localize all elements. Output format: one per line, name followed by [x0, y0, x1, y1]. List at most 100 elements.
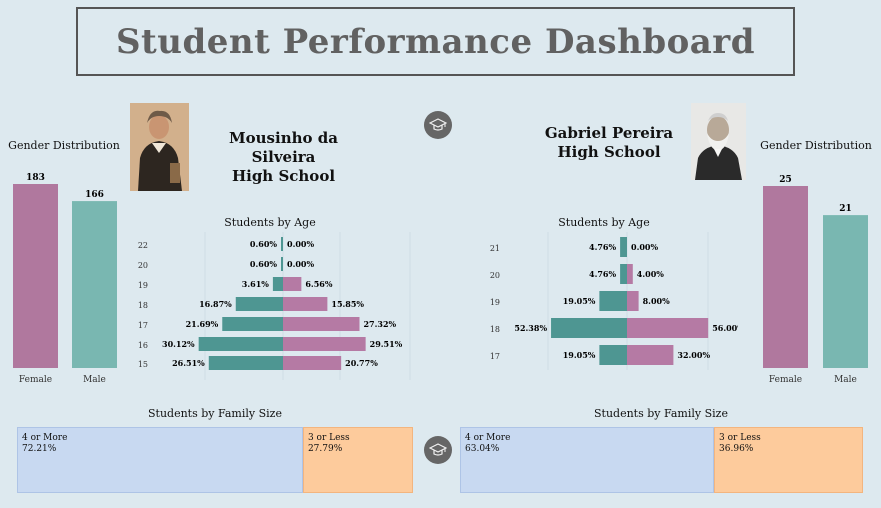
age-left-pct-male: 0.60% [250, 239, 277, 249]
gender-right-value-label: 25 [779, 175, 792, 185]
school-name-right-line2: High School [557, 143, 661, 161]
age-left-bar-female-17 [283, 317, 360, 331]
age-right-age-label: 17 [490, 352, 500, 361]
age-right-pct-male: 4.76% [589, 242, 616, 252]
gender-left-category-label: Female [19, 375, 52, 385]
gender-left-value-label: 183 [26, 173, 45, 183]
age-left-pct-female: 15.85% [331, 299, 364, 309]
age-right-pct-female: 8.00% [643, 296, 670, 306]
gender-left-bar-female [13, 184, 58, 368]
gender-right-category-label: Male [834, 375, 857, 385]
age-left-pct-male: 3.61% [242, 279, 269, 289]
age-left-bar-male-20 [281, 257, 283, 271]
age-right-pct-male: 52.38% [514, 323, 547, 333]
age-right-pct-male: 19.05% [563, 296, 596, 306]
gender-right-bar-male [823, 215, 868, 368]
age-left-bar-male-22 [281, 237, 283, 251]
title-box: Student Performance Dashboard [76, 7, 795, 76]
age-right-bar-male-18 [551, 318, 627, 338]
gender-chart-left: 183 Female 166 Male [13, 173, 117, 385]
age-right-age-label: 20 [490, 271, 500, 280]
age-right-pct-female: 0.00% [631, 242, 658, 252]
family-right-segment-value: 63.04% [465, 444, 500, 454]
family-title-left: Students by Family Size [148, 407, 282, 420]
age-chart-right: 21 4.76% 0.00% 20 4.76% 4.00% 19 19.05% 8.00% 18 5… [490, 232, 738, 370]
age-left-bar-male-19 [272, 277, 283, 291]
age-right-age-label: 19 [490, 298, 500, 307]
family-right-segment-label: 3 or Less [719, 433, 761, 443]
age-right-bar-female-19 [627, 291, 639, 311]
family-left-segment-small: 3 or Less 27.79% [302, 427, 413, 493]
age-left-bar-male-17 [222, 317, 283, 331]
age-right-pct-male: 19.05% [563, 350, 596, 360]
family-left-segment-value: 72.21% [22, 444, 57, 454]
age-left-pct-female: 6.56% [305, 279, 332, 289]
gender-left-value-label: 166 [85, 190, 104, 200]
age-left-bar-male-15 [208, 356, 283, 370]
age-left-pct-female: 0.00% [287, 259, 314, 269]
gender-chart-right: 25 Female 21 Male [763, 175, 868, 385]
family-left-segment-large: 4 or More 72.21% [17, 427, 303, 493]
portrait-gabriel-image [691, 103, 746, 180]
gender-right-value-label: 21 [839, 204, 852, 214]
family-left-segment-label: 4 or More [22, 433, 68, 443]
age-right-bar-male-17 [599, 345, 627, 365]
age-right-age-label: 18 [490, 325, 500, 334]
age-right-pct-female: 32.00% [677, 350, 710, 360]
age-left-bar-female-15 [283, 356, 342, 370]
family-right-segment-value: 36.96% [719, 444, 754, 454]
age-left-bar-male-18 [235, 297, 283, 311]
gender-left-bar-male [72, 201, 117, 368]
age-right-pct-female: 4.00% [637, 269, 664, 279]
age-chart-left: 22 0.60% 0.00% 20 0.60% 0.00% 19 3.61% 6.56% 18 16… [138, 232, 411, 380]
family-right-segment-large: 4 or More 63.04% [460, 427, 715, 493]
age-title-left: Students by Age [224, 216, 316, 229]
age-left-pct-male: 26.51% [172, 358, 205, 368]
age-right-pct-female: 56.00% [712, 323, 738, 333]
dashboard-title: Student Performance Dashboard [115, 21, 755, 62]
age-left-age-label: 19 [138, 281, 148, 290]
age-right-bar-male-20 [620, 264, 627, 284]
graduation-cap-icon-bottom [424, 436, 452, 464]
age-right-bar-female-20 [627, 264, 633, 284]
family-chart-left: 4 or More 72.21% 3 or Less 27.79% [17, 427, 413, 493]
gender-title-right: Gender Distribution [760, 139, 872, 152]
family-left-segment-value: 27.79% [307, 444, 343, 454]
school-name-right: Gabriel Pereira High School [527, 124, 691, 162]
age-left-bar-female-19 [283, 277, 302, 291]
school-name-left-line2: High School [231, 167, 336, 185]
age-left-pct-male: 21.69% [186, 319, 219, 329]
age-right-bar-female-18 [627, 318, 709, 338]
portrait-mousinho-image [130, 103, 189, 191]
age-right-bar-male-19 [599, 291, 627, 311]
age-left-pct-female: 0.00% [287, 239, 314, 249]
age-right-bar-female-17 [627, 345, 674, 365]
age-left-pct-female: 29.51% [370, 339, 403, 349]
school-name-left: Mousinho da Silveira High School [196, 129, 371, 186]
age-left-age-label: 22 [138, 241, 148, 250]
family-title-right: Students by Family Size [594, 407, 728, 420]
age-left-pct-male: 0.60% [250, 259, 277, 269]
graduation-cap-icon [424, 111, 452, 139]
age-left-bar-female-16 [283, 337, 366, 351]
age-left-pct-male: 30.12% [162, 339, 195, 349]
gender-title-left: Gender Distribution [8, 139, 120, 152]
age-left-bar-female-18 [283, 297, 328, 311]
age-right-bar-male-21 [620, 237, 627, 257]
family-right-segment-label: 4 or More [465, 433, 511, 443]
gender-right-category-label: Female [769, 375, 802, 385]
family-chart-right: 4 or More 63.04% 3 or Less 36.96% [460, 427, 863, 493]
gender-right-bar-female [763, 186, 808, 368]
age-left-bar-male-16 [198, 337, 283, 351]
age-right-age-label: 21 [490, 244, 500, 253]
age-left-age-label: 18 [138, 301, 148, 310]
age-left-pct-female: 27.32% [363, 319, 396, 329]
gender-left-category-label: Male [83, 375, 106, 385]
age-left-pct-male: 16.87% [199, 299, 232, 309]
age-title-right: Students by Age [558, 216, 650, 229]
age-left-pct-female: 20.77% [345, 358, 378, 368]
family-left-segment-label: 3 or Less [307, 433, 350, 443]
family-right-segment-small: 3 or Less 36.96% [714, 427, 863, 493]
school-name-right-line1: Gabriel Pereira [544, 124, 674, 142]
age-left-age-label: 20 [138, 261, 148, 270]
